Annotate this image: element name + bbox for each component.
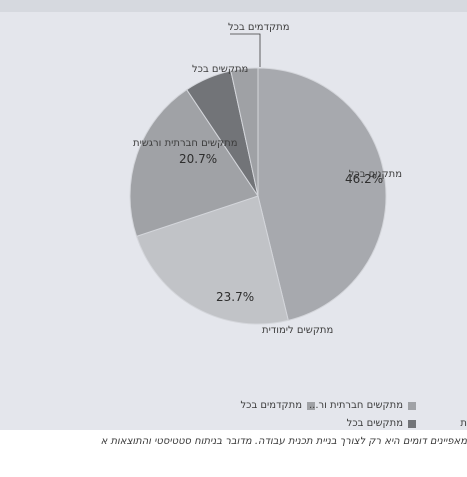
slice-advanced-all — [230, 67, 259, 197]
pie-chart: מתקנים בכל מתקשים לימודית מתקשים חברתית ור… — [129, 22, 402, 336]
legend-item-social-emotional: מתקשים חברתית ור... — [309, 400, 416, 412]
legend-label: ת — [460, 418, 467, 429]
slice-advanced-general — [257, 67, 387, 321]
legend: מתקדמים בכל מתקשים חברתית ור... מתקשים ב… — [0, 394, 467, 430]
legend-swatch — [307, 401, 315, 410]
legend-item-cut: ת — [460, 418, 467, 430]
data-label: 23.7% — [216, 290, 254, 304]
legend-swatch — [408, 419, 416, 428]
legend-label: מתקשים חברתית ור... — [308, 400, 403, 411]
slice-learning-difficulty — [135, 195, 289, 325]
legend-item-advanced-all: מתקדמים בכל — [240, 400, 315, 412]
chart-panel: מתקנים בכל מתקשים לימודית מתקשים חברתית ור… — [0, 12, 467, 430]
legend-swatch — [408, 401, 416, 410]
slice-social-emotional — [129, 88, 259, 237]
data-label: 46.2% — [345, 172, 383, 186]
legend-item-struggling-all: מתקשים בכל — [347, 418, 416, 430]
label-advanced-all: מתקדמים בכל — [228, 22, 290, 33]
caption: מאפיינים דומים היא רק לצורך בניית תכנית … — [100, 436, 467, 447]
legend-label: מתקשים בכל — [346, 418, 403, 429]
top-strip — [0, 0, 467, 12]
leader-line — [230, 33, 261, 67]
label-struggling-all: מתקשים בכל — [192, 64, 248, 75]
label-learning-difficulty: מתקשים לימודית — [262, 325, 333, 336]
label-social-emotional: מתקשים חברתית ורגשית — [133, 138, 238, 149]
legend-label: מתקדמים בכל — [240, 400, 302, 411]
data-label: 20.7% — [179, 152, 217, 166]
label-advanced-general: מתקנים בכל — [349, 169, 402, 180]
